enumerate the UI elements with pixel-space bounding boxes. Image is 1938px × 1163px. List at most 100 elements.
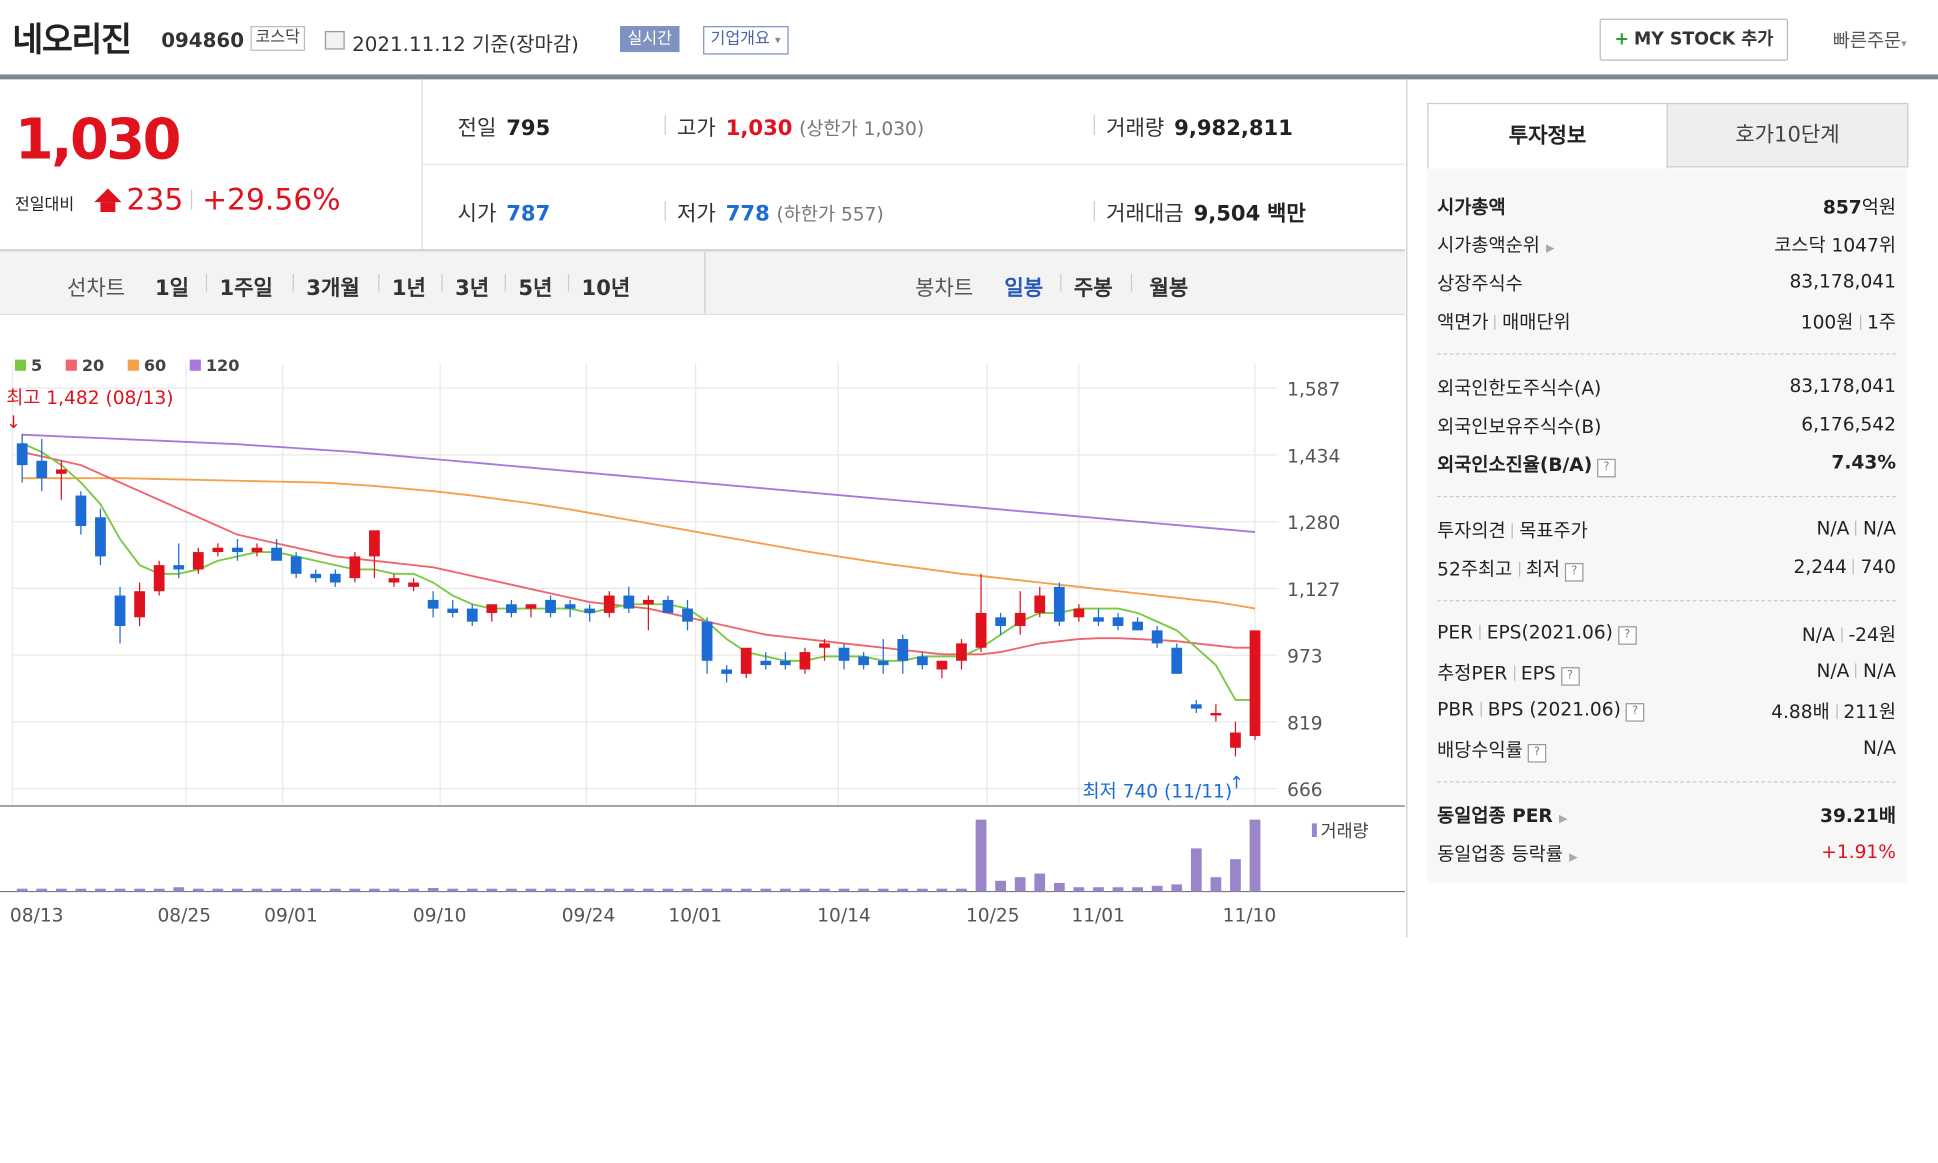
arrow-right-icon: ▶ bbox=[1558, 813, 1568, 826]
stock-code: 094860 bbox=[161, 28, 245, 53]
trade-amount-value: 9,504 bbox=[1193, 202, 1261, 227]
tab-1year[interactable]: 1년 bbox=[391, 276, 426, 302]
info-value: N/A N/A bbox=[1816, 517, 1895, 539]
low-label: 저가 bbox=[677, 202, 716, 227]
volume-bar bbox=[525, 888, 537, 892]
candle-body bbox=[1073, 608, 1085, 618]
help-icon[interactable]: ? bbox=[1565, 562, 1584, 582]
info-label-text[interactable]: 동일업종 등락률 bbox=[1437, 843, 1563, 866]
tab-1week[interactable]: 1주일 bbox=[219, 276, 273, 302]
help-icon[interactable]: ? bbox=[1597, 458, 1616, 478]
y-tick-label: 1,434 bbox=[1287, 446, 1340, 467]
company-info-dropdown[interactable]: 기업개요 ▾ bbox=[703, 26, 789, 55]
info-label-text: 외국인한도주식수(A) bbox=[1437, 376, 1602, 400]
candle-body bbox=[662, 599, 674, 613]
candle-body bbox=[310, 573, 322, 579]
info-value-text: 39.21배 bbox=[1820, 804, 1896, 828]
info-value: N/A N/A bbox=[1816, 660, 1895, 682]
info-value-text: 2,244 bbox=[1793, 555, 1847, 578]
info-label: 시가총액 bbox=[1437, 193, 1505, 219]
tab-3year[interactable]: 3년 bbox=[455, 276, 490, 302]
help-icon[interactable]: ? bbox=[1560, 667, 1580, 686]
tab-5year[interactable]: 5년 bbox=[518, 276, 553, 302]
header-divider bbox=[0, 74, 1938, 80]
candle-body bbox=[682, 608, 693, 622]
divider bbox=[1855, 663, 1857, 679]
candle-body bbox=[329, 573, 341, 583]
candle-body bbox=[95, 517, 106, 557]
candle-body bbox=[212, 547, 224, 553]
volume: 거래량 9,982,811 bbox=[1106, 110, 1293, 142]
info-value: N/A bbox=[1863, 737, 1896, 759]
candle-body bbox=[916, 656, 928, 666]
tab-weekly[interactable]: 주봉 bbox=[1073, 276, 1113, 302]
info-label: 외국인한도주식수(A) bbox=[1437, 374, 1601, 400]
info-label-text: EPS bbox=[1520, 662, 1556, 685]
info-label: 상장주식수 bbox=[1437, 270, 1523, 296]
tab-3month[interactable]: 3개월 bbox=[306, 276, 360, 302]
tab-daily[interactable]: 일봉 bbox=[1004, 276, 1044, 302]
quick-order-label: 빠른주문 bbox=[1832, 29, 1902, 53]
legend-swatch bbox=[127, 359, 139, 371]
volume-bar bbox=[55, 888, 67, 892]
info-label-text: 배당수익률 bbox=[1437, 739, 1523, 762]
info-tabs: 투자정보 호가10단계 bbox=[1427, 102, 1909, 169]
info-value-text: 코스닥 1047위 bbox=[1774, 234, 1896, 257]
tab-orderbook[interactable]: 호가10단계 bbox=[1666, 102, 1909, 168]
info-label-text: 상장주식수 bbox=[1437, 272, 1523, 296]
candle-body bbox=[975, 612, 987, 648]
volume-bar bbox=[427, 887, 439, 892]
volume-bar bbox=[1151, 885, 1163, 892]
candle-body bbox=[721, 669, 733, 674]
plus-icon: + bbox=[1614, 29, 1630, 50]
realtime-button[interactable]: 실시간 bbox=[620, 26, 680, 53]
volume-bar bbox=[682, 888, 693, 892]
help-icon[interactable]: ? bbox=[1617, 626, 1637, 645]
info-label: PBR BPS (2021.06)? bbox=[1437, 698, 1645, 722]
legend-label: 60 bbox=[143, 357, 167, 376]
candle-body bbox=[584, 608, 596, 613]
tab-1day[interactable]: 1일 bbox=[155, 276, 190, 302]
candle-body bbox=[388, 578, 400, 583]
info-label-text: 시가총액 bbox=[1437, 195, 1506, 219]
quick-order-menu[interactable]: 빠른주문▾ bbox=[1833, 27, 1907, 53]
volume-bar bbox=[936, 888, 948, 892]
info-label-text[interactable]: 시가총액순위 bbox=[1437, 234, 1540, 257]
divider bbox=[1130, 274, 1133, 292]
volume-label: 거래량 bbox=[1321, 822, 1369, 842]
info-value-text: N/A bbox=[1863, 659, 1896, 682]
volume-bar bbox=[153, 888, 165, 892]
volume-bar bbox=[603, 888, 615, 892]
divider bbox=[1093, 200, 1095, 221]
info-value: 857억원 bbox=[1823, 193, 1896, 219]
volume-bar bbox=[447, 888, 459, 892]
help-icon[interactable]: ? bbox=[1527, 744, 1547, 763]
my-stock-add-button[interactable]: + MY STOCK 추가 bbox=[1599, 18, 1789, 61]
info-label-text: PER bbox=[1437, 621, 1474, 644]
info-row: 동일업종 PER ▶ 39.21배 bbox=[1437, 802, 1896, 829]
x-tick-label: 10/25 bbox=[966, 905, 1020, 926]
candle-body bbox=[897, 639, 909, 661]
tab-monthly[interactable]: 월봉 bbox=[1149, 276, 1189, 302]
volume-bar bbox=[1249, 819, 1261, 892]
y-tick-label: 819 bbox=[1287, 713, 1323, 734]
info-value-text: N/A bbox=[1816, 659, 1850, 682]
help-icon[interactable]: ? bbox=[1625, 703, 1645, 722]
tab-invest-info[interactable]: 투자정보 bbox=[1427, 102, 1668, 169]
candle-body bbox=[956, 643, 967, 661]
info-row: 외국인보유주식수(B) 6,176,542 bbox=[1437, 413, 1896, 440]
legend-ma5: 5 bbox=[14, 357, 42, 376]
divider bbox=[205, 274, 208, 292]
candle-body bbox=[1093, 617, 1104, 622]
tab-10year[interactable]: 10년 bbox=[581, 276, 631, 302]
info-label: 투자의견 목표주가 bbox=[1437, 517, 1588, 543]
info-label: 외국인보유주식수(B) bbox=[1437, 413, 1601, 439]
volume-bar bbox=[329, 888, 341, 892]
info-value: 7.43% bbox=[1831, 451, 1896, 473]
divider bbox=[1853, 559, 1855, 575]
info-label-text[interactable]: 동일업종 PER bbox=[1437, 804, 1553, 828]
trade-amount-label: 거래대금 bbox=[1106, 202, 1184, 227]
divider bbox=[567, 274, 570, 292]
candle-body bbox=[1210, 712, 1222, 716]
info-label-text: BPS (2021.06) bbox=[1487, 698, 1621, 721]
